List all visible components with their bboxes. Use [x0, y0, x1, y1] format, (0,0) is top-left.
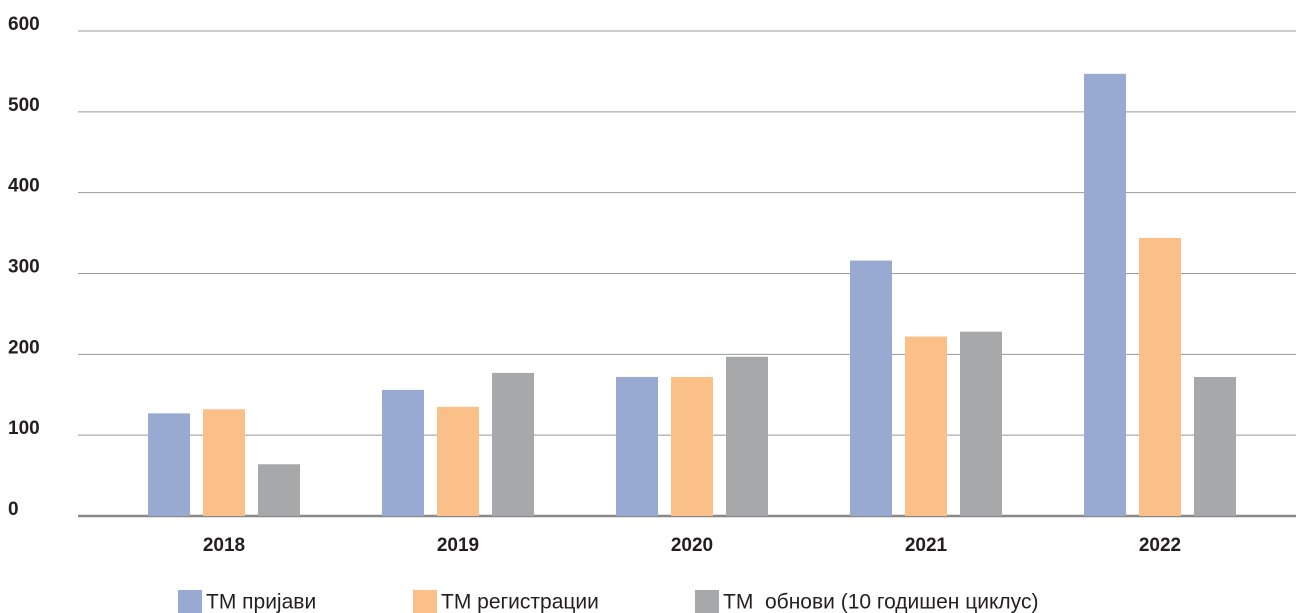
x-tick-label: 2022: [1139, 535, 1181, 556]
y-tick-label: 200: [8, 337, 40, 358]
bar: [1194, 376, 1236, 516]
y-tick-label: 300: [8, 257, 40, 278]
bar: [203, 409, 245, 516]
bar: [1084, 73, 1126, 516]
bar: [671, 376, 713, 516]
bar: [850, 260, 892, 516]
bar: [148, 413, 190, 516]
bar: [437, 406, 479, 516]
bar: [905, 336, 947, 516]
x-tick-label: 2019: [437, 535, 479, 556]
y-tick-label: 500: [8, 95, 40, 116]
bar: [492, 372, 534, 516]
y-tick-label: 400: [8, 176, 40, 197]
x-tick-label: 2018: [203, 535, 245, 556]
bar: [1139, 237, 1181, 516]
bar: [960, 331, 1002, 516]
legend-swatch: [695, 590, 719, 613]
legend-label: ТМ обнови (10 годишен циклус): [723, 591, 1038, 613]
y-tick-label: 0: [8, 499, 19, 520]
y-tick-label: 600: [8, 14, 40, 35]
legend-swatch: [178, 590, 202, 613]
x-tick-label: 2021: [905, 535, 948, 556]
x-tick-label: 2020: [671, 535, 713, 556]
legend-label: ТМ регистрации: [441, 591, 599, 613]
y-tick-label: 100: [8, 418, 40, 439]
legend-label: ТМ пријави: [206, 591, 316, 613]
bar: [726, 356, 768, 516]
bar: [258, 464, 300, 516]
bar: [382, 389, 424, 516]
legend-swatch: [413, 590, 437, 613]
bar: [616, 376, 658, 516]
